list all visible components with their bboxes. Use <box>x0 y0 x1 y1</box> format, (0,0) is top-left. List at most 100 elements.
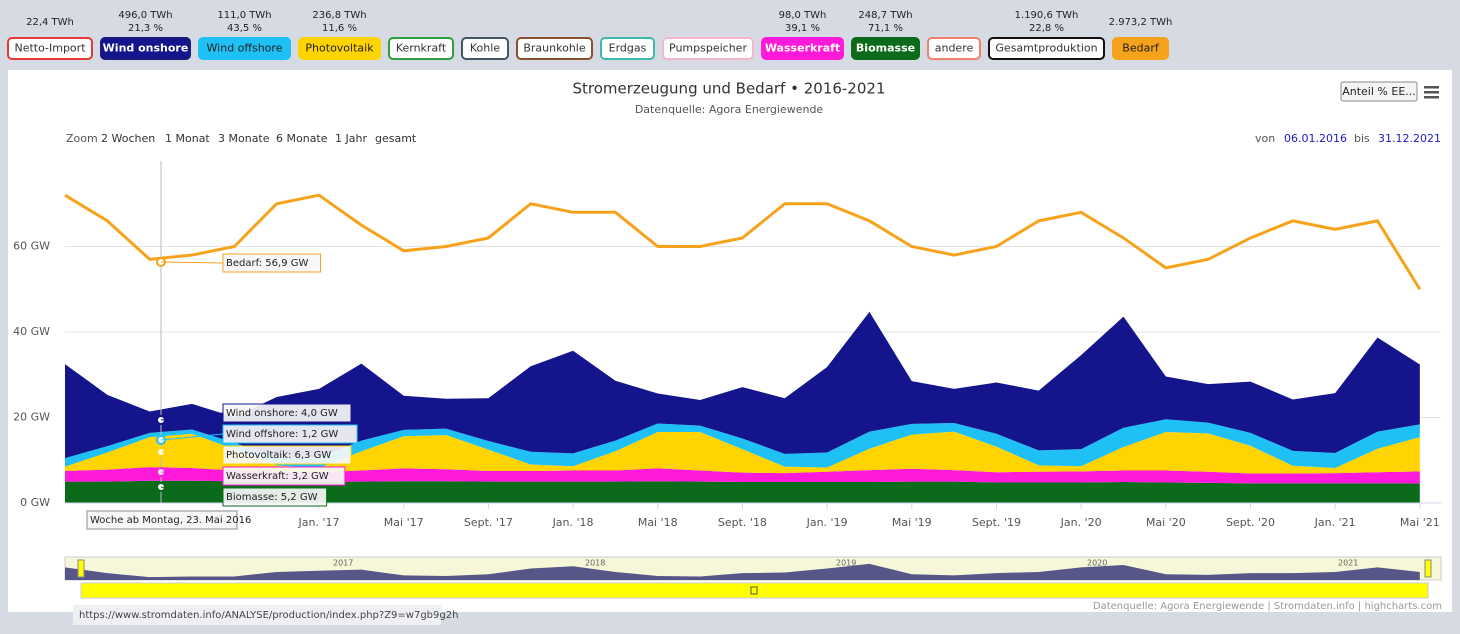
y-tick-label: 40 GW <box>13 325 50 338</box>
legend-button[interactable] <box>851 37 920 60</box>
tooltip-text: Wind offshore: 1,2 GW <box>226 429 338 440</box>
stacked-area <box>65 311 1420 459</box>
x-tick-label: Sept. '18 <box>718 516 767 529</box>
legend-button[interactable] <box>761 37 844 60</box>
tooltip-box <box>222 403 352 423</box>
legend-energy: 98,0 TWh <box>779 10 827 21</box>
legend-button-label[interactable]: Bedarf <box>1122 42 1160 55</box>
tooltip-connector <box>160 412 224 421</box>
tooltip-connector <box>160 433 224 441</box>
x-tick-label: Mai '19 <box>892 516 932 529</box>
legend-button-label[interactable]: Biomasse <box>856 42 915 55</box>
x-tick-label: Jan. '20 <box>1060 516 1102 529</box>
legend-button-label[interactable]: Wasserkraft <box>765 42 840 55</box>
stacked-area <box>65 467 1420 484</box>
zoom-button[interactable]: 2 Wochen <box>101 132 155 145</box>
tooltip-box <box>222 445 352 465</box>
legend-button[interactable] <box>662 37 754 60</box>
navigator-handle[interactable] <box>1424 559 1432 578</box>
x-tick-label: Jan. '17 <box>298 516 340 529</box>
chart-title: Stromerzeugung und Bedarf • 2016-2021 <box>573 80 886 98</box>
legend-button-label[interactable]: Wind offshore <box>207 42 283 55</box>
legend-share: 71,1 % <box>868 23 903 34</box>
legend-share: 21,3 % <box>128 23 163 34</box>
hamburger-menu[interactable] <box>1424 86 1439 99</box>
x-tick-label: Mai '21 <box>1400 516 1440 529</box>
legend-button-label[interactable]: Braunkohle <box>523 42 585 55</box>
legend-energy: 2.973,2 TWh <box>1109 17 1173 28</box>
scrollbar[interactable] <box>80 582 1429 599</box>
legend-energy: 236,8 TWh <box>312 10 366 21</box>
legend-button-label[interactable]: Gesamtproduktion <box>995 42 1097 55</box>
tooltip-text: Photovoltaik: 6,3 GW <box>226 450 331 461</box>
legend-button[interactable] <box>198 37 291 60</box>
zoom-label: Zoom <box>66 132 98 145</box>
tooltip-connector <box>160 471 224 477</box>
legend-button[interactable] <box>298 37 381 60</box>
legend-button-label[interactable]: andere <box>935 42 974 55</box>
x-tick-label: Jan. '19 <box>806 516 848 529</box>
legend-button[interactable] <box>600 37 655 60</box>
tooltip-text: Wasserkraft: 3,2 GW <box>226 471 329 482</box>
legend-button-label[interactable]: Photovoltaik <box>305 42 374 55</box>
stacked-area <box>65 419 1420 468</box>
from-date[interactable]: 06.01.2016 <box>1284 132 1347 145</box>
menu-button[interactable] <box>1340 81 1418 102</box>
credits[interactable]: Datenquelle: Agora Energiewende | Stromd… <box>1093 601 1442 612</box>
to-date[interactable]: 31.12.2021 <box>1378 132 1441 145</box>
zoom-button[interactable]: gesamt <box>375 132 417 145</box>
navigator-handle[interactable] <box>77 559 85 578</box>
legend-energy: 22,4 TWh <box>26 17 74 28</box>
chart-panel <box>8 70 1452 612</box>
status-url: https://www.stromdaten.info/ANALYSE/prod… <box>79 610 458 621</box>
x-tick-label: Mai '20 <box>1146 516 1186 529</box>
legend-share: 39,1 % <box>785 23 820 34</box>
x-tick-label: Jan. '21 <box>1314 516 1356 529</box>
legend-button-label[interactable]: Netto-Import <box>14 42 86 55</box>
legend-button[interactable] <box>516 37 593 60</box>
x-tick-label: Sept. '17 <box>464 516 513 529</box>
y-tick-label: 0 GW <box>20 496 50 509</box>
legend-button-label[interactable]: Pumpspeicher <box>669 42 747 55</box>
menu-bar[interactable] <box>1424 91 1439 94</box>
menu-button-label[interactable]: Anteil % EE... <box>1342 85 1416 98</box>
tooltip-box <box>222 466 346 486</box>
tooltip-box <box>222 253 321 273</box>
zoom-button[interactable]: 6 Monate <box>276 132 328 145</box>
stacked-area <box>65 480 1420 503</box>
legend-button[interactable] <box>388 37 454 60</box>
legend-button[interactable] <box>7 37 93 60</box>
legend-button-label[interactable]: Kernkraft <box>396 42 447 55</box>
x-tick-label: Jan. '18 <box>552 516 594 529</box>
to-label: bis <box>1354 132 1370 145</box>
navigator-label: 2017 <box>333 559 353 568</box>
legend-button[interactable] <box>1112 37 1169 60</box>
legend-energy: 496,0 TWh <box>118 10 172 21</box>
chart-subtitle: Datenquelle: Agora Energiewende <box>635 103 824 116</box>
tooltip-connector <box>160 486 224 498</box>
tooltip-text: Biomasse: 5,2 GW <box>226 492 318 503</box>
menu-bar[interactable] <box>1424 86 1439 89</box>
zoom-button[interactable]: 3 Monate <box>218 132 270 145</box>
tooltip-text: Bedarf: 56,9 GW <box>226 258 309 269</box>
tooltip-box <box>222 487 328 507</box>
from-label: von <box>1255 132 1275 145</box>
legend-button[interactable] <box>100 37 191 60</box>
legend-button-label[interactable]: Kohle <box>470 42 500 55</box>
legend-button-label[interactable]: Erdgas <box>609 42 647 55</box>
zoom-button[interactable]: 1 Jahr <box>335 132 367 145</box>
navigator-label: 2018 <box>585 559 605 568</box>
tooltip-text: Wind onshore: 4,0 GW <box>226 408 338 419</box>
legend-button[interactable] <box>927 37 981 60</box>
scrollbar-grip[interactable] <box>750 586 758 595</box>
zoom-button[interactable]: 1 Monat <box>165 132 210 145</box>
menu-bar[interactable] <box>1424 96 1439 99</box>
legend-button[interactable] <box>988 37 1105 60</box>
navigator-label: 2020 <box>1087 559 1107 568</box>
legend-button[interactable] <box>461 37 509 60</box>
legend-button-label[interactable]: Wind onshore <box>103 42 189 55</box>
legend-energy: 1.190,6 TWh <box>1015 10 1079 21</box>
navigator-label: 2021 <box>1338 559 1358 568</box>
